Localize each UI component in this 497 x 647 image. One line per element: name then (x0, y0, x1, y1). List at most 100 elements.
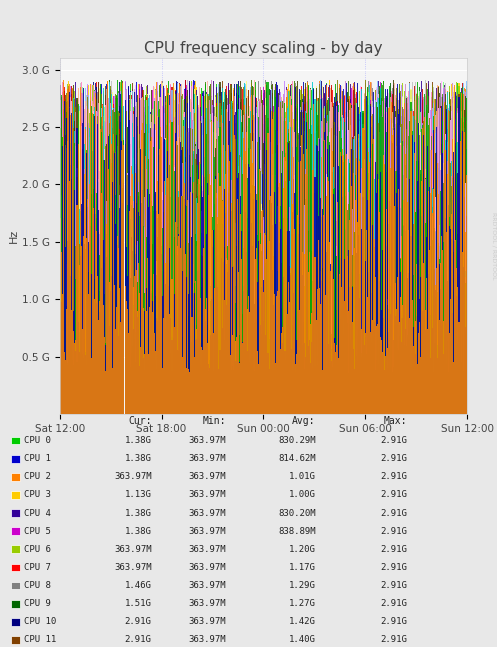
Bar (80, 87, 81, 414)
Bar (242, 297, 243, 414)
Bar (275, 137, 276, 414)
Bar (143, 190, 144, 414)
Bar (460, 313, 461, 414)
Bar (201, 289, 202, 414)
Bar (67, 304, 68, 414)
Bar (319, 139, 320, 414)
Text: Min:: Min: (203, 416, 226, 426)
Bar (108, 136, 109, 414)
Bar (448, 138, 449, 414)
Bar (399, 240, 400, 414)
Bar (364, 126, 366, 414)
Bar (336, 310, 337, 414)
Bar (391, 363, 392, 414)
Bar (461, 136, 462, 414)
Bar (191, 336, 192, 414)
Bar (396, 132, 397, 414)
Bar (117, 332, 118, 414)
Bar (259, 366, 260, 414)
Bar (358, 267, 359, 414)
Bar (360, 301, 361, 414)
Bar (61, 225, 62, 414)
Bar (444, 104, 445, 414)
Bar (428, 258, 429, 414)
Bar (219, 305, 220, 414)
Bar (412, 331, 413, 414)
Bar (96, 120, 97, 414)
Bar (121, 139, 122, 414)
Bar (224, 306, 225, 414)
Bar (281, 281, 282, 414)
Bar (88, 359, 89, 414)
Bar (138, 338, 139, 414)
Bar (323, 367, 324, 414)
Bar (394, 165, 395, 414)
Bar (311, 326, 312, 414)
Bar (216, 308, 218, 414)
Bar (263, 318, 264, 414)
Bar (394, 278, 395, 414)
Bar (263, 292, 264, 414)
Bar (96, 204, 97, 414)
Bar (259, 131, 260, 414)
Bar (155, 265, 156, 414)
Bar (439, 127, 440, 414)
Bar (326, 181, 327, 414)
Bar (123, 361, 124, 414)
Bar (233, 357, 234, 414)
Bar (81, 371, 82, 414)
Bar (460, 206, 461, 414)
Bar (198, 177, 199, 414)
Bar (313, 246, 314, 414)
Bar (377, 107, 378, 414)
Bar (436, 353, 437, 414)
Bar (270, 85, 271, 414)
Bar (252, 254, 253, 414)
Bar (264, 164, 265, 414)
Bar (259, 169, 260, 414)
Bar (359, 336, 360, 414)
Bar (253, 188, 254, 414)
Bar (312, 125, 313, 414)
Bar (447, 341, 448, 414)
Text: 363.97M: 363.97M (188, 635, 226, 644)
Bar (130, 368, 131, 414)
Bar (446, 274, 447, 414)
Bar (312, 142, 313, 414)
Bar (410, 226, 411, 414)
Bar (254, 110, 255, 414)
Bar (275, 150, 276, 414)
Bar (414, 199, 415, 414)
Bar (428, 281, 429, 414)
Bar (112, 195, 113, 414)
Bar (389, 239, 390, 414)
Bar (291, 226, 292, 414)
Bar (235, 350, 236, 414)
Bar (348, 82, 349, 414)
Bar (279, 102, 280, 414)
Bar (219, 164, 220, 414)
Bar (335, 113, 336, 414)
Bar (298, 217, 299, 414)
Bar (309, 112, 311, 414)
Bar (102, 220, 103, 414)
Bar (335, 272, 336, 414)
Bar (284, 139, 285, 414)
Bar (320, 180, 321, 414)
Bar (447, 305, 448, 414)
Bar (128, 313, 129, 414)
Bar (303, 262, 304, 414)
Bar (99, 204, 100, 414)
Bar (93, 289, 94, 414)
Bar (377, 219, 378, 414)
Bar (303, 179, 304, 414)
Bar (308, 351, 309, 414)
Bar (235, 230, 236, 414)
Bar (255, 113, 256, 414)
Bar (443, 126, 444, 414)
Bar (125, 144, 126, 414)
Bar (283, 233, 284, 414)
Bar (267, 324, 268, 414)
Bar (454, 236, 455, 414)
Bar (149, 195, 150, 414)
